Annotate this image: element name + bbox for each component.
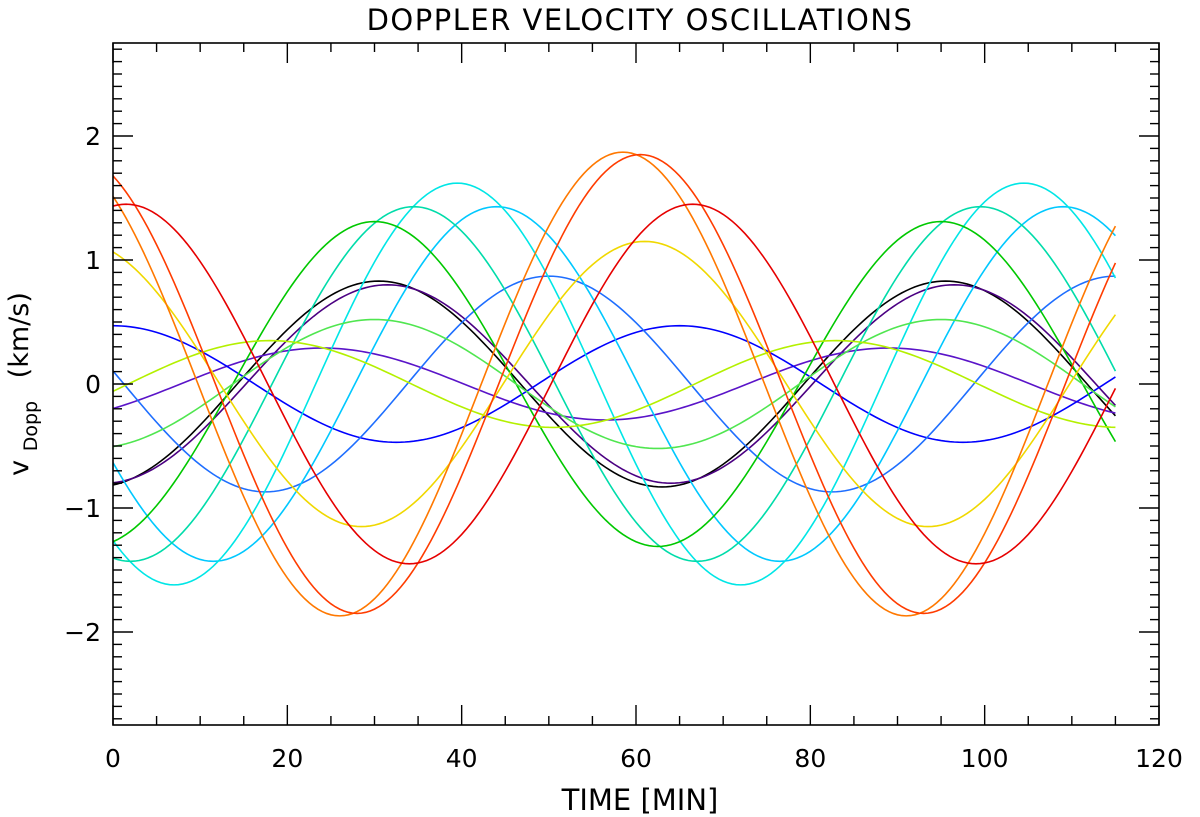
series-line-curve-black bbox=[112, 280, 1117, 488]
y-axis-label-units: (km/s) bbox=[4, 292, 35, 378]
y-axis-label-main: v bbox=[4, 460, 35, 476]
series-line-curve-skyblue bbox=[112, 205, 1116, 563]
y-tick-labels: −2 −1 0 1 2 bbox=[64, 122, 101, 647]
series-line-curve-orangered bbox=[112, 153, 1117, 615]
series-line-curve-lime bbox=[112, 339, 1116, 429]
x-tick-label: 20 bbox=[271, 744, 303, 773]
y-tick-label: −2 bbox=[64, 618, 101, 647]
x-tick-label: 80 bbox=[794, 744, 826, 773]
series-group bbox=[112, 151, 1117, 617]
series-line-curve-blue bbox=[112, 324, 1116, 444]
series-line-curve-azure bbox=[112, 275, 1116, 493]
x-tick-label: 60 bbox=[620, 744, 652, 773]
axis-ticks bbox=[112, 43, 1160, 725]
x-tick-label: 40 bbox=[446, 744, 478, 773]
y-axis-label-sub: Dopp bbox=[20, 401, 42, 451]
x-tick-labels: 0 20 40 60 80 100 120 bbox=[105, 744, 1183, 773]
series-line-curve-red bbox=[112, 203, 1117, 565]
y-tick-label: 1 bbox=[85, 246, 101, 275]
series-line-curve-yellow bbox=[112, 240, 1117, 528]
y-tick-label: −1 bbox=[64, 494, 101, 523]
chart-title: DOPPLER VELOCITY OSCILLATIONS bbox=[367, 3, 914, 37]
series-line-curve-lightgreen bbox=[112, 318, 1116, 450]
series-line-curve-teal bbox=[112, 205, 1117, 563]
y-tick-label: 2 bbox=[85, 122, 101, 151]
x-tick-label: 0 bbox=[105, 744, 121, 773]
y-tick-label: 0 bbox=[85, 370, 101, 399]
series-line-curve-indigo bbox=[112, 283, 1117, 485]
x-tick-label: 120 bbox=[1135, 744, 1183, 773]
series-line-curve-orange bbox=[112, 151, 1117, 617]
y-axis-label: v Dopp (km/s) bbox=[4, 292, 44, 476]
x-tick-label: 100 bbox=[961, 744, 1009, 773]
series-line-curve-green bbox=[112, 220, 1117, 548]
x-axis-label: TIME [MIN] bbox=[561, 783, 719, 817]
